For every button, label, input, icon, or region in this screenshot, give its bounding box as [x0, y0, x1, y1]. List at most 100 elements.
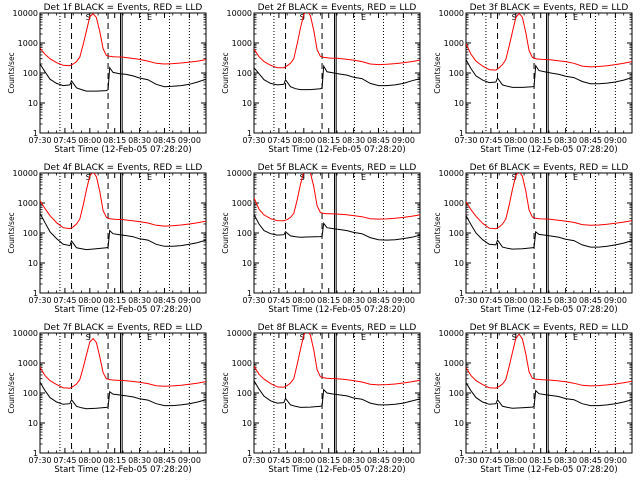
- y-axis-label: Counts/sec: [221, 372, 230, 413]
- y-axis-label: Counts/sec: [433, 372, 442, 413]
- y-axis-label: Counts/sec: [221, 52, 230, 93]
- y-tick-label: 100: [237, 229, 252, 238]
- panel-9: Det 9f BLACK = Events, RED = LLD 1 10 100 10…: [433, 323, 633, 475]
- y-tick-label: 10000: [13, 169, 38, 178]
- panel-title: Det 3f BLACK = Events, RED = LLD: [470, 3, 629, 13]
- annotation-mark: E: [361, 13, 366, 22]
- x-tick-label: 08:00: [78, 456, 101, 465]
- plot-frame: [465, 332, 633, 454]
- x-tick-label: 07:30: [454, 136, 477, 145]
- y-tick-label: 10000: [439, 169, 464, 178]
- x-tick-label: 07:30: [242, 456, 265, 465]
- annotation-mark: E: [573, 13, 578, 22]
- x-tick-label: 09:00: [178, 136, 201, 145]
- plot-frame: [39, 172, 207, 294]
- y-tick-label: 100: [449, 389, 464, 398]
- plot-frame: [253, 12, 421, 134]
- x-tick-label: 08:45: [153, 456, 176, 465]
- y-tick-label: 1: [459, 129, 464, 138]
- panel-5: Det 5f BLACK = Events, RED = LLD 1 10 100 10…: [221, 163, 421, 315]
- y-tick-label: 10: [28, 419, 38, 428]
- x-tick-label: 08:30: [554, 296, 577, 305]
- y-tick-label: 10: [242, 259, 252, 268]
- x-axis-label: Start Time (12-Feb-05 07:28:20): [268, 465, 405, 475]
- annotation-mark: S: [86, 173, 91, 182]
- y-tick-label: 1: [247, 129, 252, 138]
- x-tick-label: 08:00: [292, 296, 315, 305]
- x-tick-label: 08:45: [579, 456, 602, 465]
- series-line-events: [466, 59, 632, 88]
- series-line-events: [254, 214, 420, 241]
- y-tick-label: 10: [28, 99, 38, 108]
- x-tick-label: 08:15: [529, 136, 552, 145]
- series-line-lld: [40, 337, 206, 389]
- x-tick-label: 08:45: [367, 456, 390, 465]
- y-axis-label: Counts/sec: [433, 52, 442, 93]
- y-tick-label: 1000: [444, 199, 464, 208]
- y-tick-label: 10: [454, 419, 464, 428]
- panel-title: Det 4f BLACK = Events, RED = LLD: [44, 163, 203, 173]
- y-tick-label: 10000: [227, 9, 252, 18]
- x-tick-label: 08:15: [317, 296, 340, 305]
- x-tick-label: 07:30: [454, 296, 477, 305]
- x-tick-label: 09:00: [392, 136, 415, 145]
- y-tick-label: 1000: [18, 359, 38, 368]
- panel-4: Det 4f BLACK = Events, RED = LLD 1 10 100 10…: [7, 163, 207, 315]
- x-tick-label: 08:00: [292, 136, 315, 145]
- y-tick-label: 10000: [13, 9, 38, 18]
- x-tick-label: 07:30: [28, 456, 51, 465]
- x-axis-label: Start Time (12-Feb-05 07:28:20): [268, 145, 405, 155]
- annotation-mark: E: [147, 13, 152, 22]
- x-tick-label: 07:45: [267, 296, 290, 305]
- series-line-lld: [254, 13, 420, 69]
- x-tick-label: 08:30: [554, 136, 577, 145]
- y-tick-label: 100: [449, 229, 464, 238]
- x-tick-label: 08:45: [153, 296, 176, 305]
- y-axis-label: Counts/sec: [7, 52, 16, 93]
- y-tick-label: 10: [242, 99, 252, 108]
- y-tick-label: 1: [459, 289, 464, 298]
- y-tick-label: 100: [237, 69, 252, 78]
- x-tick-label: 09:00: [178, 296, 201, 305]
- y-tick-label: 10: [454, 259, 464, 268]
- y-tick-label: 1000: [232, 39, 252, 48]
- y-tick-label: 1000: [18, 199, 38, 208]
- y-tick-label: 10000: [13, 329, 38, 338]
- y-tick-label: 1000: [232, 359, 252, 368]
- x-axis-label: Start Time (12-Feb-05 07:28:20): [480, 465, 617, 475]
- x-tick-label: 07:45: [267, 456, 290, 465]
- y-axis-label: Counts/sec: [433, 212, 442, 253]
- series-line-lld: [466, 333, 632, 389]
- y-tick-label: 1000: [444, 359, 464, 368]
- panel-title: Det 5f BLACK = Events, RED = LLD: [258, 163, 417, 173]
- x-tick-label: 08:15: [103, 296, 126, 305]
- x-tick-label: 08:15: [103, 456, 126, 465]
- x-tick-label: 08:45: [153, 136, 176, 145]
- x-tick-label: 08:00: [504, 296, 527, 305]
- x-axis-label: Start Time (12-Feb-05 07:28:20): [54, 465, 191, 475]
- x-tick-label: 09:00: [604, 296, 627, 305]
- x-tick-label: 08:00: [78, 296, 101, 305]
- series-line-events: [40, 381, 206, 410]
- annotation-mark: E: [147, 173, 152, 182]
- x-tick-label: 07:45: [53, 456, 76, 465]
- x-tick-label: 07:30: [28, 136, 51, 145]
- x-axis-label: Start Time (12-Feb-05 07:28:20): [268, 305, 405, 315]
- x-tick-label: 08:15: [317, 136, 340, 145]
- y-tick-label: 1: [33, 449, 38, 458]
- x-tick-label: 08:00: [292, 456, 315, 465]
- y-tick-label: 1: [33, 129, 38, 138]
- x-axis-label: Start Time (12-Feb-05 07:28:20): [480, 305, 617, 315]
- y-axis-label: Counts/sec: [221, 212, 230, 253]
- x-tick-label: 08:15: [529, 296, 552, 305]
- annotation-mark: E: [361, 333, 366, 342]
- x-tick-label: 08:45: [367, 296, 390, 305]
- plot-frame: [39, 12, 207, 134]
- x-tick-label: 07:30: [242, 296, 265, 305]
- y-tick-label: 100: [237, 389, 252, 398]
- series-line-lld: [254, 173, 420, 222]
- annotation-mark: E: [147, 333, 152, 342]
- series-line-lld: [254, 333, 420, 388]
- x-axis-label: Start Time (12-Feb-05 07:28:20): [54, 145, 191, 155]
- panel-2: Det 2f BLACK = Events, RED = LLD 1 10 100 10…: [221, 3, 421, 155]
